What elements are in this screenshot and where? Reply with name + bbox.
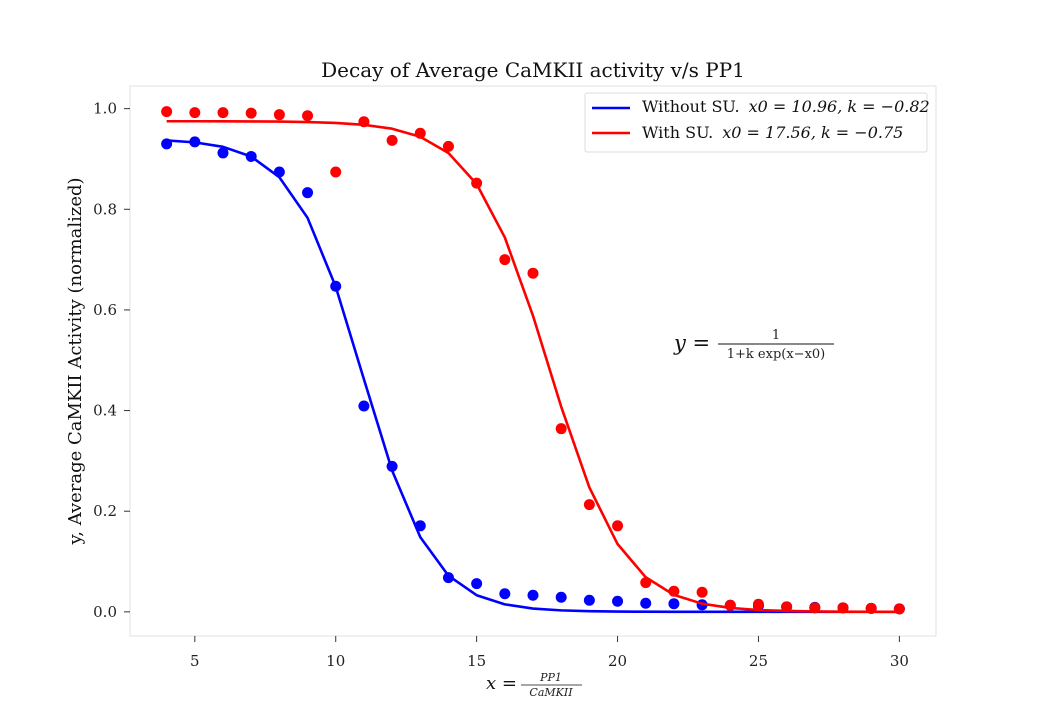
data-point <box>471 177 483 189</box>
annotation-numerator: 1 <box>772 328 780 343</box>
x-axis-title-lhs: x = <box>486 673 517 694</box>
x-tick-label: 25 <box>749 652 768 670</box>
data-point <box>414 127 426 139</box>
y-axis-ticks: 0.0 0.2 0.4 0.6 0.8 1.0 <box>93 100 130 621</box>
annotation-denominator: 1+k exp(x−x0) <box>727 347 826 362</box>
x-tick-label: 10 <box>326 652 345 670</box>
y-axis-title: y, Average CaMKII Activity (normalized) <box>65 177 86 545</box>
data-point <box>640 577 652 589</box>
x-tick-label: 30 <box>890 652 909 670</box>
x-tick-label: 5 <box>190 652 200 670</box>
data-point <box>189 107 201 119</box>
data-point <box>189 136 201 148</box>
data-point <box>386 134 398 146</box>
data-point <box>245 150 257 162</box>
data-point <box>442 140 454 152</box>
data-point <box>161 138 173 150</box>
data-point <box>245 107 257 119</box>
data-point <box>865 602 877 614</box>
data-point <box>358 400 370 412</box>
data-point <box>752 598 764 610</box>
data-point <box>555 591 567 603</box>
legend-label-with-su: With SU. x0 = 17.56, k = −0.75 <box>642 123 903 142</box>
data-point <box>668 598 680 610</box>
data-point <box>640 597 652 609</box>
data-point <box>273 166 285 178</box>
series-with-su <box>161 106 905 615</box>
x-axis-title-numerator: PP1 <box>539 671 562 684</box>
fit-line <box>166 119 900 614</box>
data-point <box>555 423 567 435</box>
data-point <box>499 254 511 266</box>
data-point <box>527 267 539 279</box>
chart-title: Decay of Average CaMKII activity v/s PP1 <box>321 58 745 82</box>
data-point <box>302 187 314 199</box>
x-tick-label: 20 <box>608 652 627 670</box>
data-point <box>499 588 511 600</box>
data-point <box>217 147 229 159</box>
data-point <box>527 589 539 601</box>
annotation-lhs: y = <box>673 331 710 355</box>
data-point <box>442 572 454 584</box>
data-point <box>724 599 736 611</box>
data-point <box>330 166 342 178</box>
data-point <box>583 499 595 511</box>
legend-prefix-with-su: With SU. <box>642 123 713 142</box>
series-layer <box>161 106 905 615</box>
x-tick-label: 15 <box>467 652 486 670</box>
y-tick-label: 0.6 <box>93 301 117 319</box>
data-point <box>893 603 905 615</box>
legend-label-without-su: Without SU. x0 = 10.96, k = −0.82 <box>642 97 930 116</box>
legend-params-with-su: x0 = 17.56, k = −0.75 <box>722 123 903 142</box>
data-point <box>612 595 624 607</box>
data-point <box>386 460 398 472</box>
data-point <box>668 585 680 597</box>
data-point <box>781 601 793 613</box>
x-axis-ticks: 5 10 15 20 25 30 <box>190 636 909 670</box>
data-point <box>358 116 370 128</box>
data-point <box>217 107 229 119</box>
data-point <box>471 578 483 590</box>
data-point <box>330 280 342 292</box>
y-tick-label: 0.0 <box>93 603 117 621</box>
y-tick-label: 1.0 <box>93 100 117 118</box>
x-axis-title-denominator: CaMKII <box>529 686 573 699</box>
y-tick-label: 0.8 <box>93 200 117 218</box>
formula-annotation: y = 1 1+k exp(x−x0) <box>673 328 834 362</box>
plot-area <box>129 85 937 637</box>
data-point <box>696 586 708 598</box>
data-point <box>273 109 285 121</box>
x-axis-title: x = PP1 CaMKII <box>486 671 582 699</box>
data-point <box>612 520 624 532</box>
data-point <box>302 110 314 122</box>
legend-params-without-su: x0 = 10.96, k = −0.82 <box>749 97 930 116</box>
y-tick-label: 0.2 <box>93 502 117 520</box>
y-tick-label: 0.4 <box>93 402 117 420</box>
data-point <box>414 520 426 532</box>
legend-prefix-without-su: Without SU. <box>642 97 740 116</box>
legend-box <box>584 92 928 153</box>
data-point <box>809 602 821 614</box>
data-point <box>583 594 595 606</box>
data-point <box>837 602 849 614</box>
legend: Without SU. x0 = 10.96, k = −0.82 With S… <box>584 92 930 153</box>
data-point <box>161 106 173 118</box>
